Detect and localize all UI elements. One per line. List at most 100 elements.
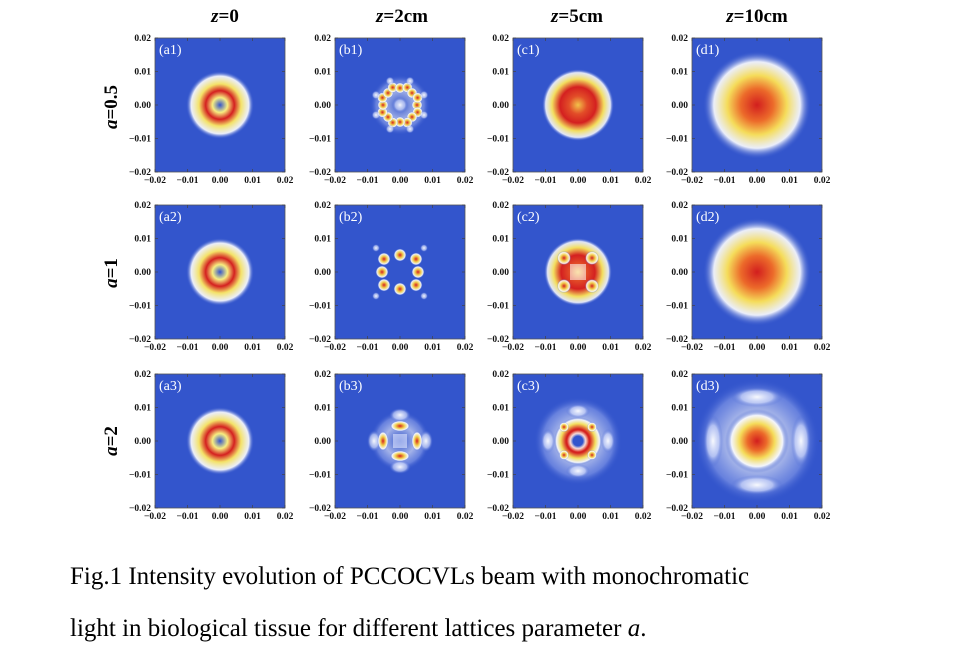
y-tick-label: 0.02 — [492, 201, 509, 211]
corner-lobe — [559, 450, 569, 460]
intensity-panels: −0.02−0.02−0.01−0.010.000.000.010.010.02… — [129, 34, 831, 522]
y-tick-label: 0.01 — [492, 404, 509, 414]
y-tick-label: 0.00 — [492, 268, 509, 278]
y-tick-label: −0.01 — [666, 302, 688, 312]
lattice-spot — [411, 265, 425, 279]
lattice-spot — [375, 265, 389, 279]
y-tick-label: 0.00 — [671, 268, 688, 278]
x-tick-label: 0.02 — [277, 176, 294, 186]
panel-label: (c2) — [517, 210, 540, 225]
y-tick-label: −0.02 — [129, 335, 151, 345]
panel-frame — [334, 204, 466, 340]
y-tick-label: −0.02 — [487, 168, 509, 178]
y-tick-label: 0.02 — [492, 34, 509, 44]
y-tick-label: 0.01 — [134, 68, 151, 78]
side-lobe — [372, 292, 380, 300]
lattice-spot — [409, 252, 423, 266]
panel-label: (a1) — [159, 43, 182, 58]
outer-lobe — [601, 429, 615, 453]
y-tick-label: −0.02 — [487, 335, 509, 345]
intensity-panel — [335, 374, 465, 508]
vortex-ring — [186, 407, 254, 475]
column-header-z0: z=0 — [211, 6, 239, 27]
x-tick-label: −0.02 — [681, 512, 703, 522]
y-tick-label: −0.01 — [666, 135, 688, 145]
panel-label: (d2) — [696, 210, 720, 225]
figure-caption-line-1: Fig.1 Intensity evolution of PCCOCVLs be… — [70, 563, 750, 590]
y-tick-label: 0.00 — [134, 268, 151, 278]
panel-label: (b3) — [339, 379, 363, 394]
x-tick-label: 0.01 — [781, 512, 798, 522]
y-tick-label: 0.02 — [671, 370, 688, 380]
x-tick-label: 0.02 — [635, 343, 652, 353]
y-tick-label: −0.02 — [309, 504, 331, 514]
intensity-panel — [513, 38, 643, 172]
x-tick-label: 0.02 — [457, 512, 474, 522]
x-tick-label: 0.00 — [570, 343, 587, 353]
y-tick-label: 0.00 — [314, 437, 331, 447]
panel-frame — [334, 373, 466, 509]
x-tick-label: −0.02 — [324, 343, 346, 353]
side-lobe — [419, 90, 429, 100]
y-tick-label: −0.01 — [309, 135, 331, 145]
outer-lobe — [566, 404, 590, 418]
x-tick-label: −0.02 — [502, 512, 524, 522]
x-tick-label: 0.00 — [392, 512, 409, 522]
side-lobe — [405, 76, 415, 86]
x-tick-label: 0.02 — [635, 176, 652, 186]
y-tick-label: 0.02 — [134, 34, 151, 44]
y-tick-label: 0.00 — [492, 437, 509, 447]
y-tick-label: 0.01 — [314, 235, 331, 245]
outer-lobe — [389, 408, 411, 422]
y-tick-label: 0.01 — [314, 68, 331, 78]
panel-frame — [512, 373, 644, 509]
intensity-panel — [692, 374, 822, 508]
corner-lobe — [587, 450, 597, 460]
x-tick-label: 0.01 — [244, 176, 261, 186]
y-tick-label: 0.01 — [314, 404, 331, 414]
x-tick-label: 0.00 — [570, 512, 587, 522]
y-tick-label: 0.01 — [134, 235, 151, 245]
x-tick-label: −0.02 — [144, 512, 166, 522]
inner-lobe — [390, 420, 410, 432]
x-tick-label: −0.01 — [534, 176, 556, 186]
y-tick-label: 0.00 — [314, 268, 331, 278]
x-tick-label: 0.02 — [277, 512, 294, 522]
outer-lobe — [541, 429, 555, 453]
intensity-panel — [692, 205, 822, 339]
x-tick-label: 0.01 — [424, 176, 441, 186]
y-tick-label: 0.00 — [671, 437, 688, 447]
x-tick-label: −0.01 — [534, 343, 556, 353]
x-tick-label: −0.02 — [144, 176, 166, 186]
y-tick-label: −0.01 — [309, 471, 331, 481]
x-tick-label: −0.01 — [176, 343, 198, 353]
y-tick-label: 0.02 — [671, 34, 688, 44]
side-lobe — [385, 124, 395, 134]
x-tick-label: −0.02 — [681, 343, 703, 353]
corner-lobe — [585, 279, 599, 293]
panel-frame — [334, 37, 466, 173]
faint-side-band — [791, 415, 811, 467]
figure-caption-line-2: light in biological tissue for different… — [70, 615, 647, 642]
x-tick-label: 0.02 — [457, 176, 474, 186]
y-tick-label: 0.01 — [492, 68, 509, 78]
y-tick-label: −0.01 — [129, 135, 151, 145]
y-tick-label: −0.01 — [666, 471, 688, 481]
x-tick-label: −0.02 — [144, 343, 166, 353]
x-tick-label: 0.00 — [749, 512, 766, 522]
x-tick-label: 0.00 — [212, 343, 229, 353]
intensity-panel — [692, 38, 822, 172]
x-tick-label: −0.01 — [176, 512, 198, 522]
x-tick-label: 0.02 — [277, 343, 294, 353]
intensity-panel — [155, 38, 285, 172]
x-tick-label: 0.01 — [244, 512, 261, 522]
y-tick-label: −0.01 — [129, 471, 151, 481]
x-tick-label: 0.00 — [570, 176, 587, 186]
center-glow — [392, 97, 408, 113]
x-tick-label: −0.02 — [324, 176, 346, 186]
column-header-z2cm: z=2cm — [376, 6, 428, 27]
outer-lobe — [367, 430, 381, 452]
side-lobe — [371, 110, 381, 120]
gaussian-spot — [703, 218, 811, 326]
broadened-ring — [542, 69, 614, 141]
